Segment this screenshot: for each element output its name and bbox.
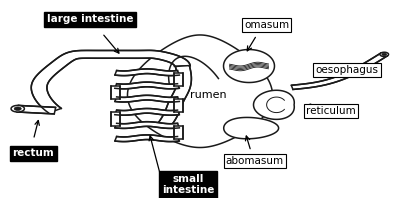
Polygon shape <box>14 107 21 110</box>
Polygon shape <box>158 66 191 125</box>
Polygon shape <box>115 135 179 142</box>
Polygon shape <box>174 126 183 139</box>
Polygon shape <box>380 52 388 56</box>
Text: reticulum: reticulum <box>306 106 356 116</box>
Polygon shape <box>291 53 388 89</box>
Text: small
intestine: small intestine <box>162 174 214 195</box>
Polygon shape <box>224 50 274 83</box>
Polygon shape <box>174 73 183 86</box>
Polygon shape <box>254 90 294 119</box>
Polygon shape <box>115 82 179 89</box>
Text: rectum: rectum <box>12 148 54 158</box>
Polygon shape <box>11 105 24 112</box>
Text: large intestine: large intestine <box>47 14 134 24</box>
Text: oesophagus: oesophagus <box>316 65 378 75</box>
Polygon shape <box>128 35 272 148</box>
Polygon shape <box>115 122 179 128</box>
Polygon shape <box>31 50 190 113</box>
Polygon shape <box>382 53 386 55</box>
Polygon shape <box>174 99 183 112</box>
Text: abomasum: abomasum <box>226 156 284 166</box>
Polygon shape <box>111 86 120 99</box>
Polygon shape <box>111 112 120 126</box>
Text: rumen: rumen <box>190 90 226 100</box>
Text: omasum: omasum <box>244 20 289 30</box>
Polygon shape <box>115 95 179 102</box>
Polygon shape <box>115 109 179 115</box>
Polygon shape <box>17 105 56 114</box>
Polygon shape <box>115 69 179 76</box>
Polygon shape <box>224 117 278 139</box>
